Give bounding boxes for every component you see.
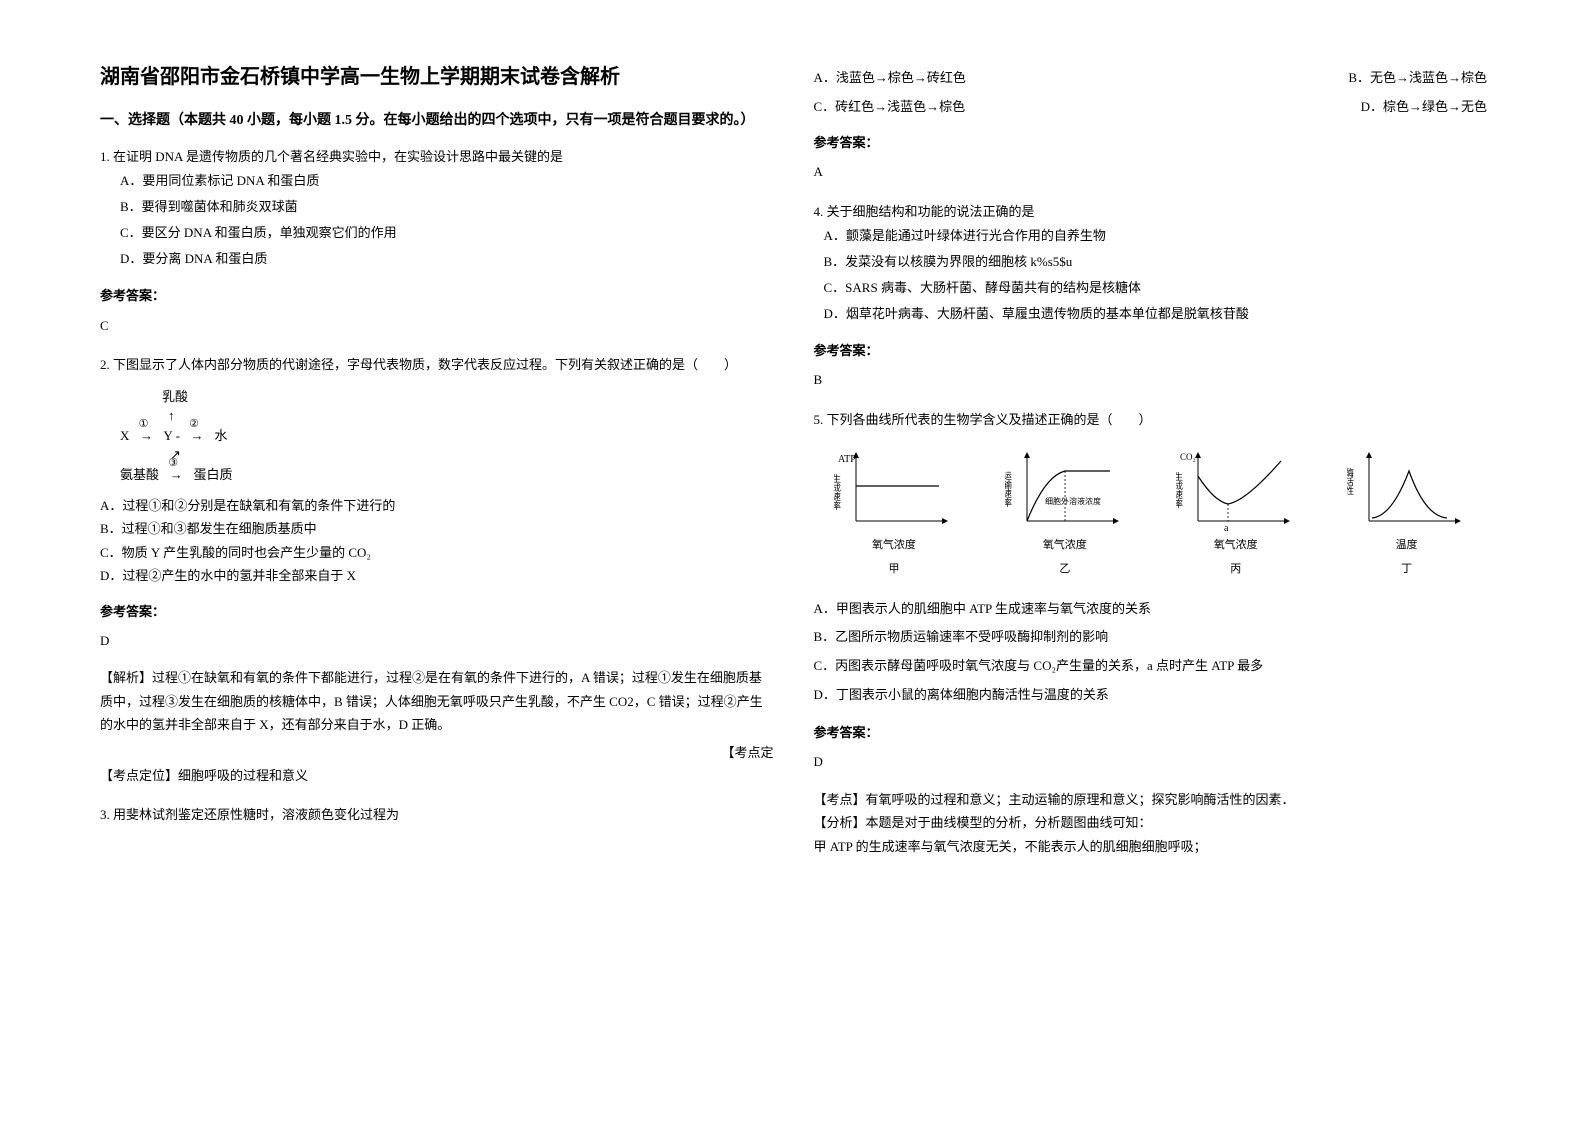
q2-answer: D	[100, 629, 774, 652]
diagram-n3: ③	[168, 455, 178, 472]
q1-optB: B．要得到噬菌体和肺炎双球菌	[120, 194, 774, 220]
jia-xlabel: 氧气浓度	[814, 536, 975, 556]
q5-optB: B．乙图所示物质运输速率不受呼吸酶抑制剂的影响	[814, 623, 1488, 652]
q5-options: A．甲图表示人的肌细胞中 ATP 生成速率与氧气浓度的关系 B．乙图所示物质运输…	[814, 595, 1488, 709]
q4-answer-label: 参考答案：	[814, 339, 1488, 362]
q5-optC: C．丙图表示酵母菌呼吸时氧气浓度与 CO₂产生量的关系，a 点时产生 ATP 最…	[814, 652, 1488, 681]
diagram-row1: X ① → Y - ② → 水	[120, 426, 774, 446]
q2-answer-label: 参考答案：	[100, 600, 774, 623]
q1-options: A．要用同位素标记 DNA 和蛋白质 B．要得到噬菌体和肺炎双球菌 C．要区分 …	[120, 168, 774, 272]
diagram-y: Y	[163, 428, 172, 443]
q2-stem: 2. 下图显示了人体内部分物质的代谢途径，字母代表物质，数字代表反应过程。下列有…	[100, 353, 774, 376]
q4-optC: C．SARS 病毒、大肠杆菌、酵母菌共有的结构是核糖体	[824, 275, 1488, 301]
diagram-n2: ②	[189, 416, 199, 433]
chart-bing: a CO₂ 生成速率 氧气浓度 丙	[1155, 446, 1316, 580]
q1-optA: A．要用同位素标记 DNA 和蛋白质	[120, 168, 774, 194]
q3-optB: B．无色→浅蓝色→棕色	[1348, 66, 1487, 89]
bing-name: 丙	[1155, 560, 1316, 580]
bing-co2: CO₂	[1180, 452, 1196, 462]
diagram-diag-arrow: ↗	[170, 445, 774, 465]
q3-optD: D．棕色→绿色→无色	[1361, 95, 1487, 118]
section-header: 一、选择题（本题共 40 小题，每小题 1.5 分。在每小题给出的四个选项中，只…	[100, 109, 774, 129]
diagram-x: X	[120, 428, 129, 443]
chart-ding: 酶活性 温度 丁	[1326, 446, 1487, 580]
q1-stem: 1. 在证明 DNA 是遗传物质的几个著名经典实验中，在实验设计思路中最关键的是	[100, 145, 774, 168]
ding-name: 丁	[1326, 560, 1487, 580]
left-column: 湖南省邵阳市金石桥镇中学高一生物上学期期末试卷含解析 一、选择题（本题共 40 …	[100, 50, 774, 874]
q2-optA: A．过程①和②分别是在缺氧和有氧的条件下进行的	[100, 494, 774, 517]
ding-ylabel: 酶活性	[1347, 467, 1354, 496]
q5-jia: 甲 ATP 的生成速率与氧气浓度无关，不能表示人的肌细胞细胞呼吸；	[814, 835, 1488, 858]
q2-optC: C．物质 Y 产生乳酸的同时也会产生少量的 CO₂	[100, 541, 774, 564]
yi-ylabel: 运输速率	[1005, 471, 1012, 508]
chart-yi: 运输速率 细胞外溶液浓度 氧气浓度 乙	[984, 446, 1145, 580]
q4-options: A．颤藻是能通过叶绿体进行光合作用的自养生物 B．发菜没有以核膜为界限的细胞核 …	[824, 223, 1488, 327]
question-5: 5. 下列各曲线所代表的生物学含义及描述正确的是（ ） ATP 生成速率 氧气浓…	[814, 408, 1488, 858]
diagram-lactic: 乳酸	[162, 387, 774, 407]
ding-xlabel: 温度	[1326, 536, 1487, 556]
q2-diagram: 乳酸 ↑ X ① → Y - ② → 水 ↗ 氨基酸 ③	[120, 387, 774, 485]
q4-optA: A．颤藻是能通过叶绿体进行光合作用的自养生物	[824, 223, 1488, 249]
q3-row1: A．浅蓝色→棕色→砖红色 B．无色→浅蓝色→棕色	[814, 66, 1488, 89]
q1-optD: D．要分离 DNA 和蛋白质	[120, 246, 774, 272]
bing-a: a	[1224, 523, 1229, 534]
q5-analysis: 【考点】有氧呼吸的过程和意义；主动运输的原理和意义；探究影响酶活性的因素． 【分…	[814, 788, 1488, 858]
q1-answer: C	[100, 314, 774, 337]
q4-optB: B．发菜没有以核膜为界限的细胞核 k%s5$u	[824, 249, 1488, 275]
diagram-amino: 氨基酸	[120, 467, 159, 482]
yi-inner: 细胞外溶液浓度	[1045, 496, 1101, 506]
q2-point-right: 【考点定	[100, 741, 774, 764]
q1-answer-label: 参考答案：	[100, 284, 774, 307]
q5-intro: 【分析】本题是对于曲线模型的分析，分析题图曲线可知：	[814, 811, 1488, 834]
jia-name: 甲	[814, 560, 975, 580]
question-4: 4. 关于细胞结构和功能的说法正确的是 A．颤藻是能通过叶绿体进行光合作用的自养…	[814, 200, 1488, 392]
q5-optA: A．甲图表示人的肌细胞中 ATP 生成速率与氧气浓度的关系	[814, 595, 1488, 624]
q2-optB: B．过程①和③都发生在细胞质基质中	[100, 517, 774, 540]
q5-answer-label: 参考答案：	[814, 721, 1488, 744]
q4-stem: 4. 关于细胞结构和功能的说法正确的是	[814, 200, 1488, 223]
question-1: 1. 在证明 DNA 是遗传物质的几个著名经典实验中，在实验设计思路中最关键的是…	[100, 145, 774, 337]
q2-optD: D．过程②产生的水中的氢并非全部来自于 X	[100, 564, 774, 587]
diagram-water: 水	[214, 428, 227, 443]
question-3-options: A．浅蓝色→棕色→砖红色 B．无色→浅蓝色→棕色 C．砖红色→浅蓝色→棕色 D．…	[814, 66, 1488, 184]
question-3-stem: 3. 用斐林试剂鉴定还原性糖时，溶液颜色变化过程为	[100, 803, 774, 826]
right-column: A．浅蓝色→棕色→砖红色 B．无色→浅蓝色→棕色 C．砖红色→浅蓝色→棕色 D．…	[814, 50, 1488, 874]
q1-optC: C．要区分 DNA 和蛋白质，单独观察它们的作用	[120, 220, 774, 246]
diagram-n1: ①	[139, 416, 149, 433]
q5-point: 【考点】有氧呼吸的过程和意义；主动运输的原理和意义；探究影响酶活性的因素．	[814, 788, 1488, 811]
q3-stem: 3. 用斐林试剂鉴定还原性糖时，溶液颜色变化过程为	[100, 803, 774, 826]
q3-optA: A．浅蓝色→棕色→砖红色	[814, 66, 966, 89]
q5-optD: D．丁图表示小鼠的离体细胞内酶活性与温度的关系	[814, 681, 1488, 710]
q3-row2: C．砖红色→浅蓝色→棕色 D．棕色→绿色→无色	[814, 95, 1488, 118]
bing-ylabel: 生成速率	[1176, 471, 1183, 509]
q4-answer: B	[814, 368, 1488, 391]
q5-stem: 5. 下列各曲线所代表的生物学含义及描述正确的是（ ）	[814, 408, 1488, 431]
q4-optD: D．烟草花叶病毒、大肠杆菌、草履虫遗传物质的基本单位都是脱氧核苷酸	[824, 301, 1488, 327]
q3-optC: C．砖红色→浅蓝色→棕色	[814, 95, 966, 118]
diagram-protein: 蛋白质	[194, 467, 233, 482]
chart-jia: ATP 生成速率 氧气浓度 甲	[814, 446, 975, 580]
q3-answer: A	[814, 160, 1488, 183]
q5-charts: ATP 生成速率 氧气浓度 甲 运输速率 细胞外溶液浓度 氧气	[814, 446, 1488, 580]
q5-answer: D	[814, 750, 1488, 773]
diagram-row2: 氨基酸 ③ → 蛋白质	[120, 465, 774, 485]
diagram-up-arrow: ↑	[168, 406, 774, 426]
jia-ylabel: 生成速率	[834, 473, 841, 511]
yi-name: 乙	[984, 560, 1145, 580]
question-2: 2. 下图显示了人体内部分物质的代谢途径，字母代表物质，数字代表反应过程。下列有…	[100, 353, 774, 787]
jia-ylabel-atp: ATP	[838, 454, 856, 465]
yi-xlabel: 氧气浓度	[984, 536, 1145, 556]
q3-answer-label: 参考答案：	[814, 131, 1488, 154]
bing-xlabel: 氧气浓度	[1155, 536, 1316, 556]
q2-point: 【考点定位】细胞呼吸的过程和意义	[100, 768, 308, 783]
q2-solution: 【解析】过程①在缺氧和有氧的条件下都能进行，过程②是在有氧的条件下进行的，A 错…	[100, 666, 774, 736]
page-title: 湖南省邵阳市金石桥镇中学高一生物上学期期末试卷含解析	[100, 60, 774, 89]
